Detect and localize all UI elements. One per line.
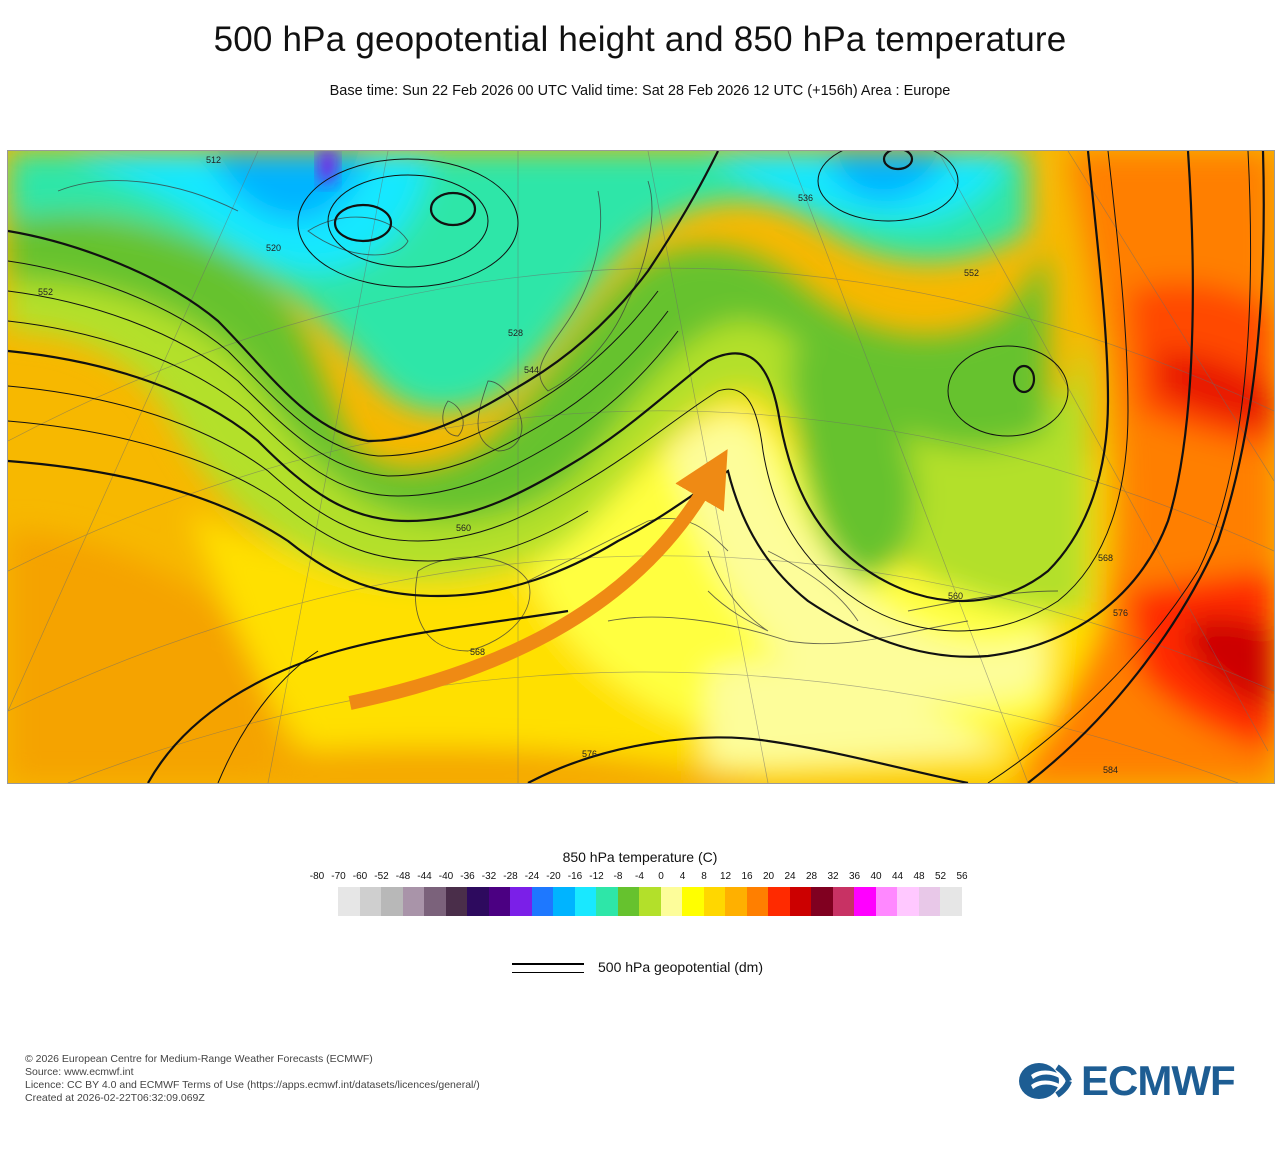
- color-scale-swatch: [445, 887, 467, 916]
- legend-tick-label: 24: [784, 871, 796, 882]
- legend-tick-label: 40: [870, 871, 882, 882]
- color-scale-swatch: [703, 887, 725, 916]
- legend-tick-label: 44: [891, 871, 904, 882]
- legend-tick-label: -70: [331, 871, 346, 882]
- legend-tick-label: 4: [679, 871, 686, 882]
- color-scale-swatch: [467, 887, 489, 916]
- contour-label: 568: [1098, 553, 1113, 563]
- color-scale-swatch: [574, 887, 596, 916]
- color-scale-swatch: [617, 887, 639, 916]
- legend-tick-label: -20: [546, 871, 561, 882]
- contour-legend-label: 500 hPa geopotential (dm): [598, 959, 763, 975]
- color-scale-swatch: [746, 887, 768, 916]
- legend-tick-label: -44: [417, 871, 432, 882]
- contour-label: 512: [206, 155, 221, 165]
- legend-tick-label: -12: [589, 871, 604, 882]
- contour-label: 584: [1103, 765, 1118, 775]
- legend-tick-label: -32: [481, 871, 497, 882]
- color-scale: [338, 887, 962, 916]
- color-scale-swatch: [510, 887, 532, 916]
- legend-tick-label: -28: [503, 871, 518, 882]
- legend-tick-label: 12: [719, 871, 732, 882]
- legend-tick-label: -8: [613, 871, 623, 882]
- legend-tick-label: -40: [438, 871, 454, 882]
- legend-tick-label: 56: [956, 871, 968, 882]
- color-scale-swatch: [768, 887, 790, 916]
- contour-legend: 500 hPa geopotential (dm): [512, 958, 912, 980]
- color-scale-swatch: [639, 887, 661, 916]
- contour-label: 552: [38, 287, 53, 297]
- legend-tick-label: -36: [460, 871, 475, 882]
- color-scale-swatch: [488, 887, 510, 916]
- color-scale-swatch: [897, 887, 919, 916]
- legend-tick-label: 36: [848, 871, 861, 882]
- color-scale-swatch: [918, 887, 940, 916]
- map-svg: 512 520 528 544 552 560 568 560 568 576 …: [8, 151, 1274, 783]
- legend-tick-label: 8: [701, 871, 707, 882]
- contour-label: 536: [798, 193, 813, 203]
- licence-line: Licence: CC BY 4.0 and ECMWF Terms of Us…: [25, 1079, 480, 1091]
- source-line: Source: www.ecmwf.int: [25, 1066, 134, 1078]
- color-scale-swatch: [338, 887, 360, 916]
- ecmwf-logo-mark: [1019, 1063, 1079, 1099]
- color-scale-swatch: [424, 887, 446, 916]
- contour-label: 576: [582, 749, 597, 759]
- legend-tick-label: 28: [805, 871, 818, 882]
- color-scale-swatch: [789, 887, 811, 916]
- color-scale-swatch: [402, 887, 424, 916]
- contour-label: 568: [470, 647, 485, 657]
- contour-label: 576: [1113, 608, 1128, 618]
- warm-advection-arrow: [348, 449, 728, 710]
- contour-line-sample: [512, 961, 584, 975]
- ecmwf-logo-text: ECMWF: [1081, 1057, 1236, 1104]
- color-scale-swatch: [725, 887, 747, 916]
- legend-tick-label: 48: [913, 871, 925, 882]
- contour-label-group: 512 520 528 544 552 560 568 560 568 576 …: [38, 155, 1128, 775]
- color-scale-swatch: [682, 887, 704, 916]
- contour-label: 560: [456, 523, 471, 533]
- chart-title: 500 hPa geopotential height and 850 hPa …: [213, 20, 1067, 59]
- color-scale-swatch: [660, 887, 682, 916]
- footer-credits: © 2026 European Centre for Medium-Range …: [25, 1053, 480, 1105]
- legend-tick-label: -52: [374, 871, 389, 882]
- color-scale-swatch: [854, 887, 876, 916]
- geopotential-contours: [8, 151, 1265, 783]
- color-scale-swatch: [359, 887, 381, 916]
- color-scale-swatch: [832, 887, 854, 916]
- ecmwf-logo: ECMWF: [1017, 1057, 1257, 1105]
- contour-label: 520: [266, 243, 281, 253]
- legend-ticks: -80 -70 -60 -52 -48 -44 -40 -36 -32 -28 -24 -20 -16-…: [306, 871, 978, 885]
- contour-label: 552: [964, 268, 979, 278]
- legend-tick-label: 52: [934, 871, 947, 882]
- legend-tick-label: -48: [395, 871, 411, 882]
- legend-tick-label: 0: [658, 871, 664, 882]
- legend-tick-label: -24: [524, 871, 540, 882]
- legend-tick-label: -4: [635, 871, 644, 882]
- legend-tick-label: 16: [741, 871, 753, 882]
- color-scale-swatch: [553, 887, 575, 916]
- color-scale-swatch: [596, 887, 618, 916]
- contour-label: 544: [524, 365, 539, 375]
- contour-label: 560: [948, 591, 963, 601]
- contour-label: 528: [508, 328, 523, 338]
- color-scale-swatch: [381, 887, 403, 916]
- legend-tick-label: 32: [827, 871, 839, 882]
- color-scale-swatch: [940, 887, 962, 916]
- created-line: Created at 2026-02-22T06:32:09.069Z: [25, 1092, 205, 1104]
- copyright-line: © 2026 European Centre for Medium-Range …: [25, 1053, 373, 1065]
- legend-tick-label: 20: [762, 871, 775, 882]
- legend-tick-label: -16: [567, 871, 583, 882]
- forecast-map: 512 520 528 544 552 560 568 560 568 576 …: [7, 150, 1275, 784]
- color-scale-swatch: [875, 887, 897, 916]
- color-scale-swatch: [811, 887, 833, 916]
- legend-title: 850 hPa temperature (C): [562, 849, 718, 865]
- chart-subtitle: Base time: Sun 22 Feb 2026 00 UTC Valid …: [329, 83, 951, 99]
- color-scale-swatch: [531, 887, 553, 916]
- legend-tick-label: -80: [309, 871, 325, 882]
- graticule: [8, 151, 1274, 783]
- legend-tick-label: -60: [352, 871, 368, 882]
